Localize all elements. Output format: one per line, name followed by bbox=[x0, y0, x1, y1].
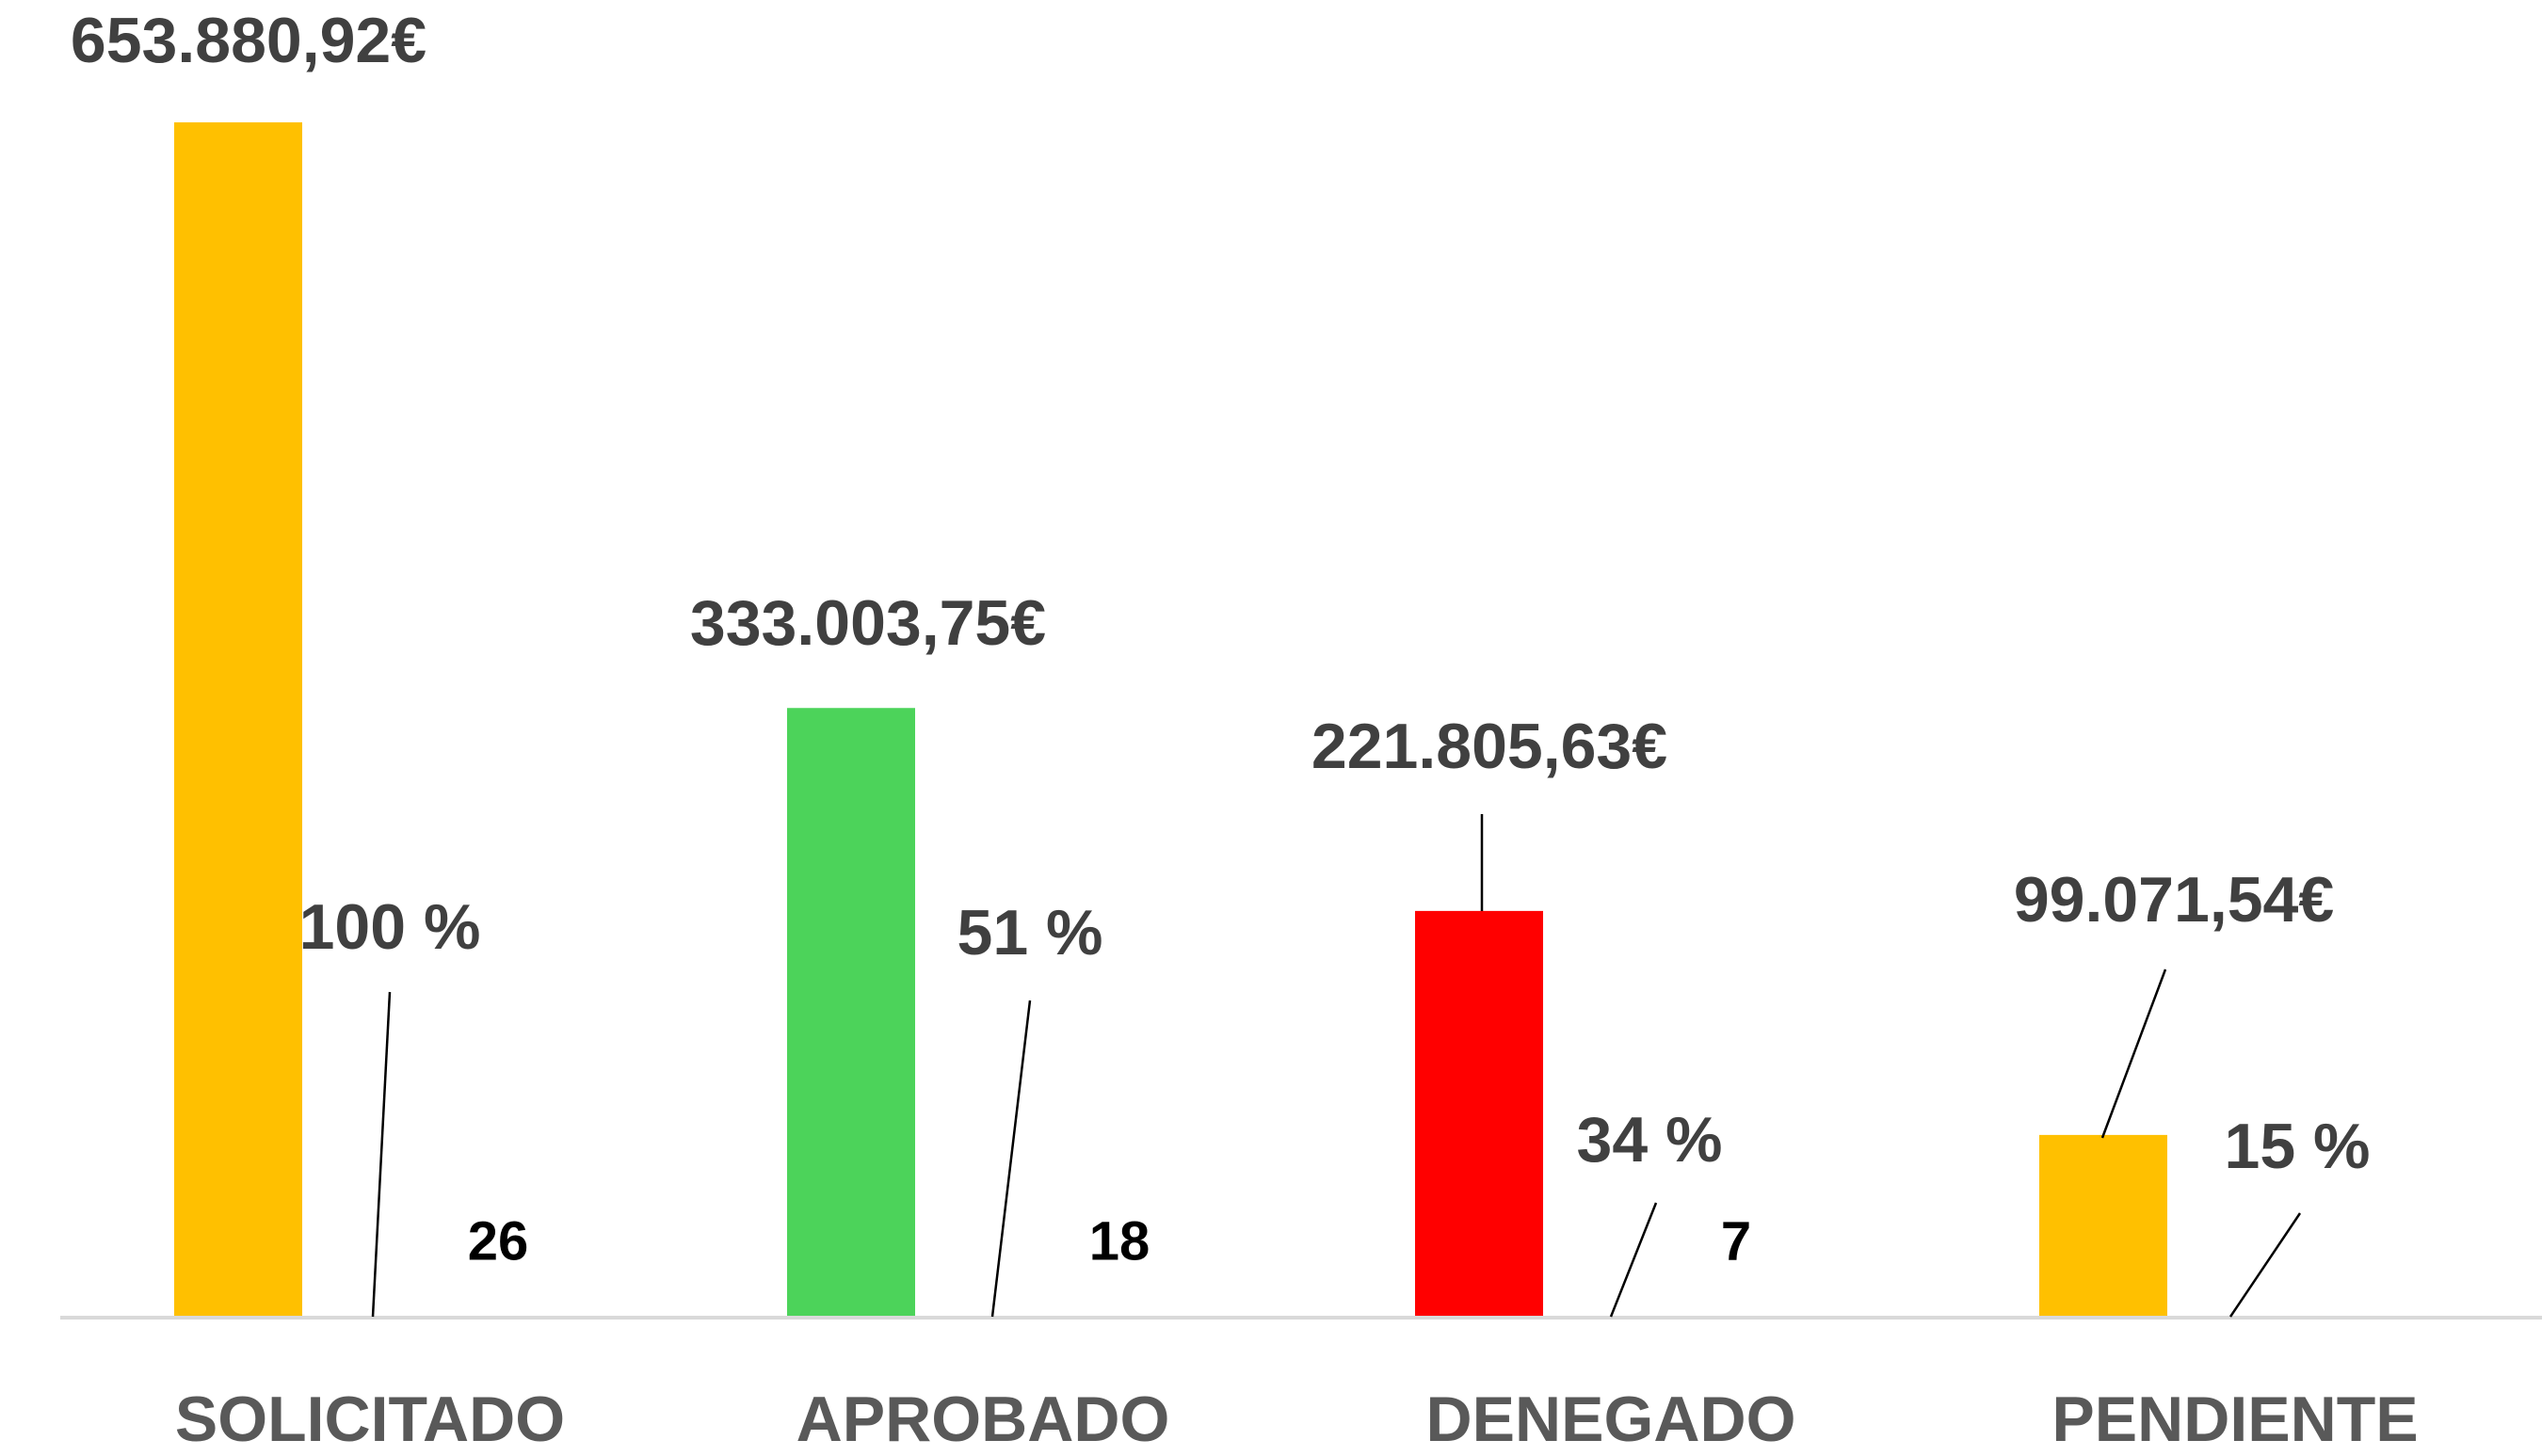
leader-line bbox=[2100, 968, 2167, 1139]
leader-line bbox=[371, 991, 392, 1318]
x-tick-label: SOLICITADO bbox=[175, 1384, 565, 1455]
x-tick-label: APROBADO bbox=[796, 1384, 1170, 1455]
data-label: 221.805,63€ bbox=[1311, 711, 1667, 782]
data-label: 15 % bbox=[2225, 1111, 2371, 1182]
bar bbox=[1415, 910, 1543, 1316]
data-label: 26 bbox=[468, 1210, 529, 1272]
bar bbox=[2039, 1134, 2167, 1316]
x-tick-label: PENDIENTE bbox=[2051, 1384, 2418, 1455]
data-label: 34 % bbox=[1577, 1104, 1723, 1176]
data-label: 333.003,75€ bbox=[690, 587, 1046, 659]
data-label: 7 bbox=[1721, 1210, 1751, 1272]
data-label: 18 bbox=[1089, 1210, 1150, 1272]
data-label: 100 % bbox=[299, 891, 481, 963]
leader-line bbox=[1609, 1202, 1658, 1318]
data-label: 653.880,92€ bbox=[71, 5, 426, 76]
data-label: 99.071,54€ bbox=[2014, 864, 2334, 936]
x-tick-label: DENEGADO bbox=[1426, 1384, 1796, 1455]
bar bbox=[787, 708, 915, 1316]
leader-line bbox=[2228, 1212, 2302, 1318]
bar bbox=[174, 122, 302, 1316]
leader-line bbox=[990, 1000, 1032, 1318]
data-label: 51 % bbox=[957, 897, 1103, 968]
